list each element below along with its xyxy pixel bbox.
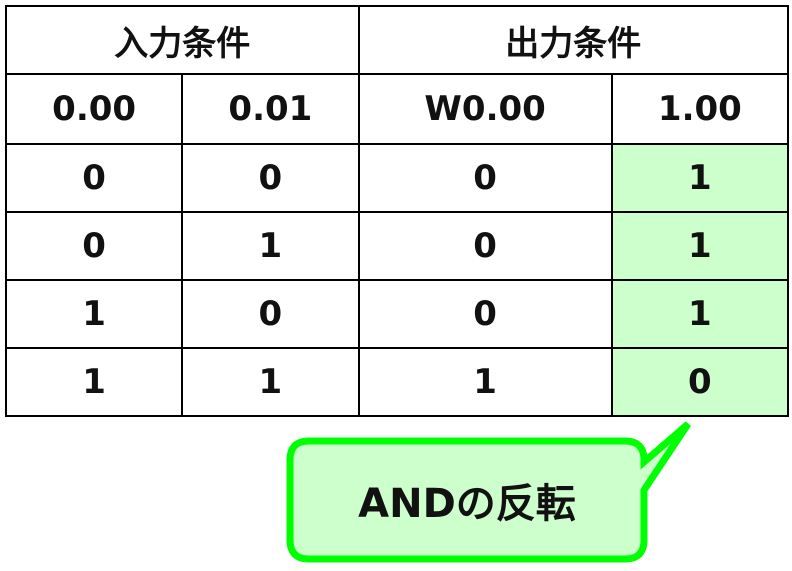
table-cell: 1 <box>181 347 360 417</box>
table-cell: 0 <box>181 279 360 349</box>
output-cell: 1 <box>610 211 790 281</box>
output-cell: 0 <box>610 347 790 417</box>
table-row: 1 0 0 1 <box>4 279 790 349</box>
table-row: 0 0 0 1 <box>4 143 790 213</box>
truth-table: 入力条件 出力条件 0.00 0.01 W0.00 1.00 0 0 0 1 0… <box>4 5 790 417</box>
column-header: W0.00 <box>357 73 613 145</box>
group-header-input: 入力条件 <box>5 5 360 75</box>
group-header-output: 出力条件 <box>357 5 789 75</box>
table-cell: 1 <box>4 279 184 349</box>
table-cell: 1 <box>357 347 613 417</box>
callout-text: ANDの反転 <box>358 481 576 527</box>
callout-shape <box>286 421 691 563</box>
table-cell: 1 <box>181 211 360 281</box>
output-cell: 1 <box>610 143 790 213</box>
table-cell: 0 <box>357 143 613 213</box>
table-cell: 0 <box>181 143 360 213</box>
output-cell: 1 <box>610 279 790 349</box>
table-cell: 0 <box>4 143 184 213</box>
table-cell: 0 <box>357 279 613 349</box>
column-header: 0.01 <box>181 73 360 145</box>
column-header: 0.00 <box>4 73 184 145</box>
table-row: 1 1 1 0 <box>4 347 790 417</box>
table-row: 0 1 0 1 <box>4 211 790 281</box>
column-header: 1.00 <box>610 73 790 145</box>
table-cell: 0 <box>357 211 613 281</box>
table-cell: 1 <box>4 347 184 417</box>
table-cell: 0 <box>4 211 184 281</box>
